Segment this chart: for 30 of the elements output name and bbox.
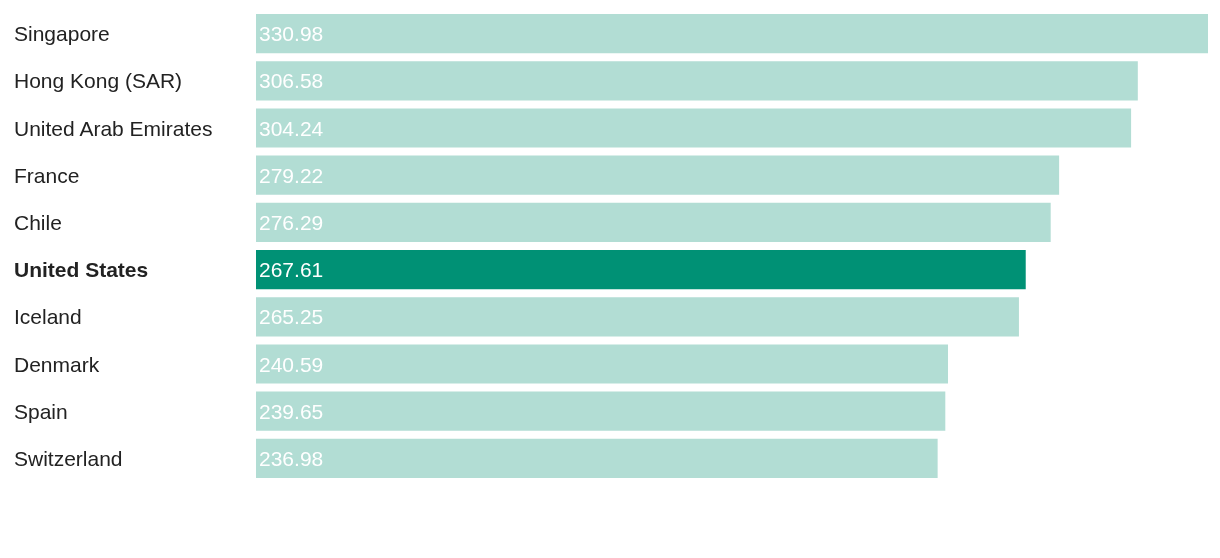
bar	[256, 250, 1026, 290]
bar	[256, 202, 1051, 242]
y-tick-label: France	[14, 164, 80, 187]
data-label: 306.58	[259, 69, 324, 93]
bar	[256, 344, 949, 384]
bar	[256, 438, 938, 478]
data-label: 276.29	[259, 210, 324, 234]
data-label: 240.59	[259, 352, 324, 376]
bar	[256, 391, 946, 431]
bar	[256, 297, 1019, 337]
y-tick-label: Chile	[14, 211, 62, 234]
data-label: 239.65	[259, 399, 324, 423]
data-label: 279.22	[259, 163, 324, 187]
y-tick-label: Spain	[14, 400, 68, 423]
data-label: 265.25	[259, 305, 324, 329]
y-tick-label: Hong Kong (SAR)	[14, 69, 183, 92]
y-tick-label: United States	[14, 258, 149, 281]
y-tick-label: Iceland	[14, 305, 82, 328]
data-label: 236.98	[259, 446, 324, 470]
data-label: 330.98	[259, 22, 324, 46]
bar	[256, 61, 1138, 101]
y-tick-label: Denmark	[14, 353, 100, 376]
bar	[256, 108, 1132, 148]
y-tick-label: United Arab Emirates	[14, 117, 213, 140]
bar	[256, 155, 1060, 195]
data-label: 267.61	[259, 258, 324, 282]
y-tick-label: Switzerland	[14, 447, 123, 470]
y-tick-label: Singapore	[14, 22, 110, 45]
data-label: 304.24	[259, 116, 324, 140]
bar	[256, 14, 1208, 54]
